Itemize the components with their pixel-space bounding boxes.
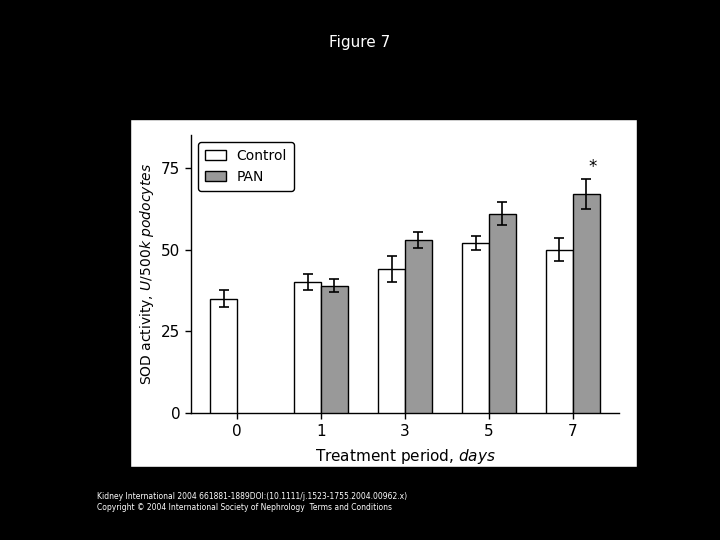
Text: *: *: [589, 158, 597, 176]
Bar: [378, 269, 405, 413]
Bar: [294, 282, 321, 413]
Bar: [546, 249, 573, 413]
Text: Copyright © 2004 International Society of Nephrology  Terms and Conditions: Copyright © 2004 International Society o…: [97, 503, 392, 512]
Text: Kidney International 2004 661881-1889DOI:(10.1111/j.1523-1755.2004.00962.x): Kidney International 2004 661881-1889DOI…: [97, 492, 408, 502]
Bar: [462, 243, 489, 413]
Y-axis label: SOD activity, $\it{U/500k\ podocytes}$: SOD activity, $\it{U/500k\ podocytes}$: [138, 163, 156, 385]
Text: Figure 7: Figure 7: [329, 35, 391, 50]
Bar: [405, 240, 432, 413]
Bar: [573, 194, 600, 413]
Bar: [210, 299, 237, 413]
Bar: [321, 286, 348, 413]
X-axis label: Treatment period, $\it{days}$: Treatment period, $\it{days}$: [315, 447, 495, 466]
Bar: [489, 213, 516, 413]
Legend: Control, PAN: Control, PAN: [198, 142, 294, 191]
